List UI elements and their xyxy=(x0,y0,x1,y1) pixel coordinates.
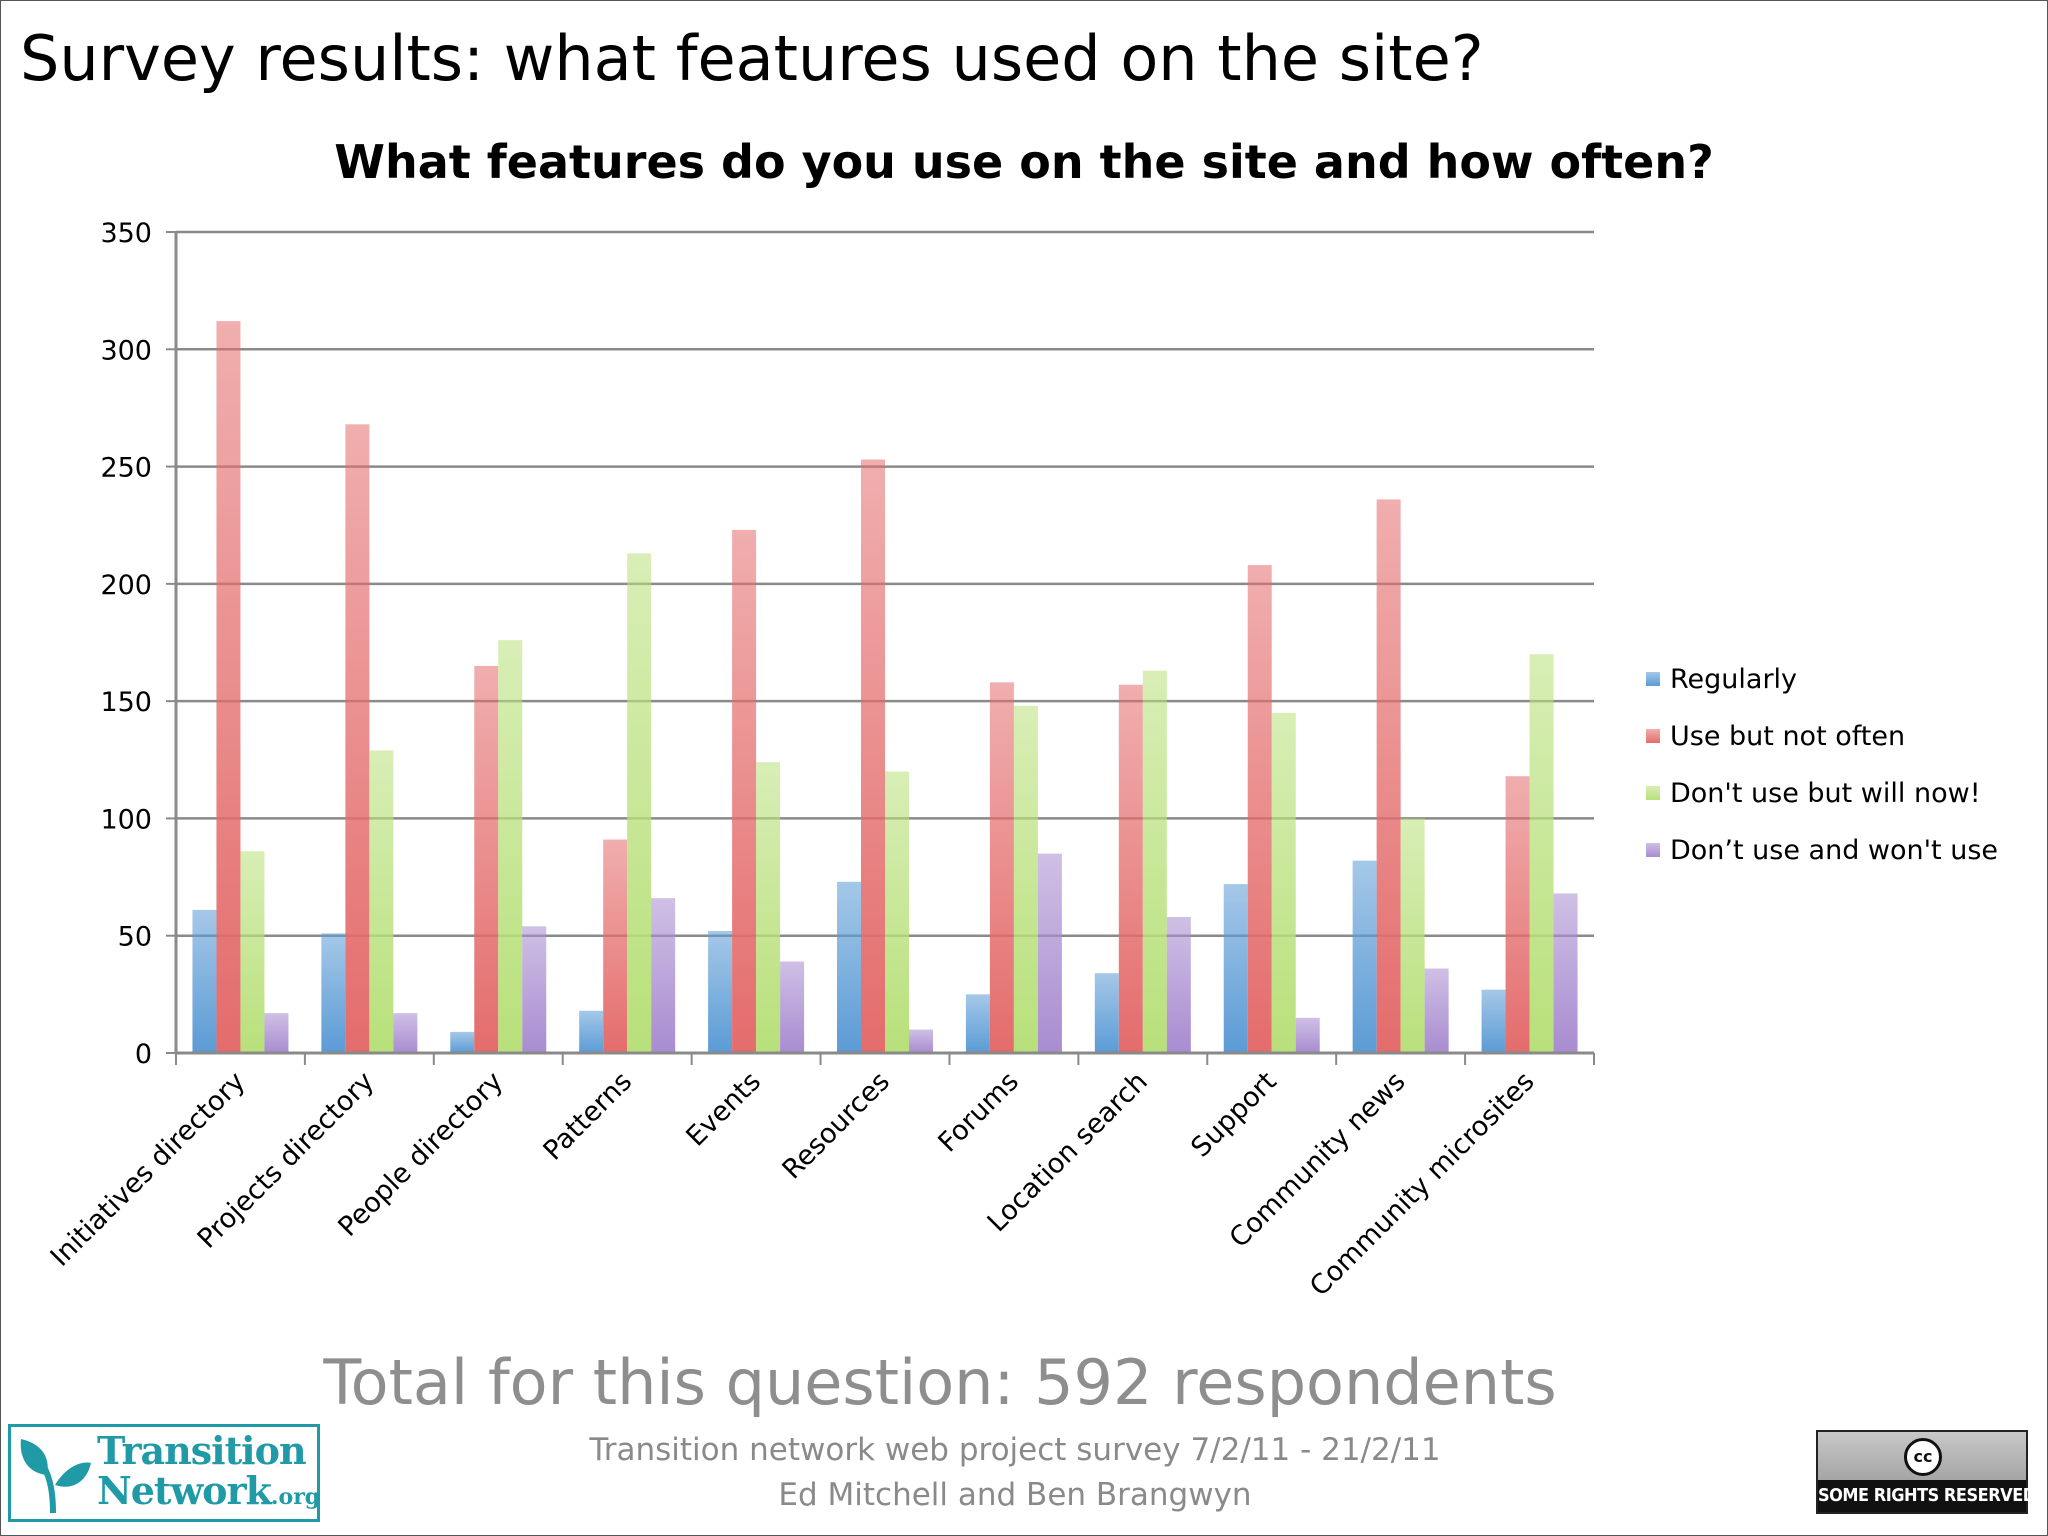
x-tick-label: Support xyxy=(1185,1066,1282,1163)
legend-swatch xyxy=(1646,729,1660,743)
chart-bars xyxy=(192,321,1578,1053)
bar xyxy=(1295,1017,1320,1053)
y-tick-label: 0 xyxy=(135,1039,152,1070)
bar xyxy=(474,665,499,1053)
x-tick-label: Community microsites xyxy=(1304,1066,1540,1302)
x-tick-label: Forums xyxy=(932,1066,1024,1158)
bar xyxy=(861,459,885,1053)
cc-text: SOME RIGHTS RESERVED xyxy=(1818,1480,2036,1512)
bar xyxy=(989,682,1014,1053)
bar xyxy=(1376,499,1401,1053)
y-tick-label: 300 xyxy=(100,335,152,366)
bar xyxy=(240,851,265,1053)
total-respondents: Total for this question: 592 respondents xyxy=(323,1346,1557,1419)
creative-commons-badge: cc SOME RIGHTS RESERVED xyxy=(1816,1430,2036,1514)
bar xyxy=(1013,705,1038,1053)
bar xyxy=(1271,712,1296,1053)
survey-credit: Transition network web project survey 7/… xyxy=(589,1432,1441,1468)
bar xyxy=(1481,989,1506,1053)
bar xyxy=(756,762,781,1053)
legend-label: Don't use but will now! xyxy=(1670,778,1981,809)
bar xyxy=(651,898,676,1053)
transition-network-logo: Transition Network.org xyxy=(8,1424,320,1522)
bar xyxy=(1529,654,1554,1053)
bar xyxy=(1352,860,1377,1053)
legend-swatch xyxy=(1646,786,1660,800)
x-tick-label: Events xyxy=(680,1066,767,1153)
legend-swatch xyxy=(1646,843,1660,857)
chart-legend: Regularly Use but not often Don't use but … xyxy=(1646,664,1998,866)
bar xyxy=(321,933,346,1053)
bar xyxy=(369,750,394,1053)
bar xyxy=(837,881,861,1053)
bar xyxy=(192,909,217,1053)
y-axis: 0 50 100 150 200 250 300 350 xyxy=(100,218,178,1070)
bar xyxy=(393,1013,418,1053)
y-tick-label: 200 xyxy=(100,570,152,601)
logo-wordmark: Transition Network.org xyxy=(97,1431,320,1517)
bar xyxy=(909,1029,933,1053)
bar xyxy=(450,1031,475,1053)
bar xyxy=(732,529,757,1053)
bar xyxy=(603,839,628,1053)
authors-credit: Ed Mitchell and Ben Brangwyn xyxy=(778,1477,1252,1513)
logo-word-transition: Transition xyxy=(97,1428,307,1473)
y-tick-label: 250 xyxy=(100,453,152,484)
bar xyxy=(498,640,523,1053)
y-tick-label: 100 xyxy=(100,804,152,835)
logo-word-org: .org xyxy=(270,1484,321,1510)
bar xyxy=(1400,818,1425,1053)
bar xyxy=(1094,973,1119,1053)
bar xyxy=(264,1013,289,1053)
legend-swatch xyxy=(1646,672,1660,686)
y-tick-label: 50 xyxy=(118,922,152,953)
legend-label: Use but not often xyxy=(1670,721,1905,752)
slide-title: Survey results: what features used on th… xyxy=(20,22,1484,95)
bar xyxy=(1142,670,1167,1053)
bar xyxy=(1166,916,1191,1053)
bar xyxy=(345,424,370,1053)
x-tick-label: Patterns xyxy=(538,1066,639,1167)
bar xyxy=(885,771,909,1053)
bar xyxy=(522,926,547,1053)
y-tick-label: 350 xyxy=(100,218,152,249)
chart-title: What features do you use on the site and… xyxy=(334,135,1714,189)
x-tick-label: Resources xyxy=(777,1066,896,1185)
legend-label: Don’t use and won't use xyxy=(1670,835,1998,866)
bar xyxy=(1247,565,1272,1053)
bar xyxy=(627,553,652,1053)
bar-chart: What features do you use on the site and… xyxy=(45,135,1998,1302)
bar xyxy=(965,994,990,1053)
bar xyxy=(1118,684,1143,1053)
bar xyxy=(1505,776,1530,1053)
bar xyxy=(708,931,733,1053)
bar xyxy=(1223,884,1248,1053)
bar xyxy=(780,961,805,1053)
leaf-icon xyxy=(20,1439,91,1514)
bar xyxy=(579,1010,604,1053)
cc-icon: cc xyxy=(1904,1438,1942,1476)
legend-label: Regularly xyxy=(1670,664,1797,695)
logo-word-network: Network xyxy=(97,1468,272,1513)
bar xyxy=(216,321,241,1053)
bar xyxy=(1424,968,1449,1053)
bar xyxy=(1037,853,1062,1053)
bar xyxy=(1553,893,1578,1053)
y-tick-label: 150 xyxy=(100,687,152,718)
